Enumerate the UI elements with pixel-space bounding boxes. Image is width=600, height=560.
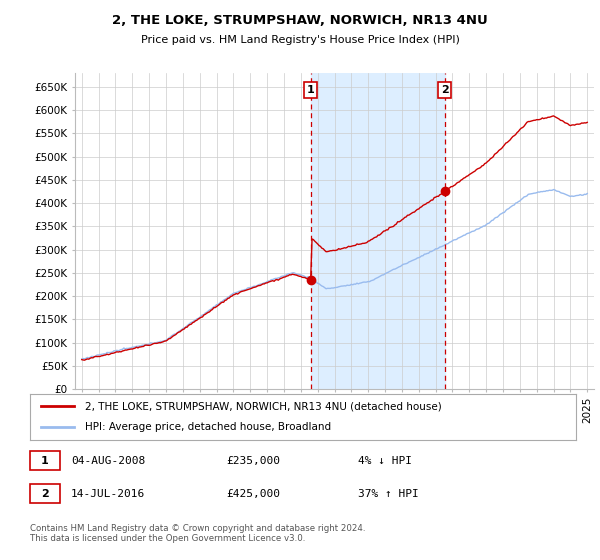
Text: 14-JUL-2016: 14-JUL-2016 [71,489,145,499]
Text: 2: 2 [41,489,49,499]
Bar [311,73,445,389]
Text: 2: 2 [440,85,448,95]
Text: £235,000: £235,000 [227,456,281,466]
Text: Contains HM Land Registry data © Crown copyright and database right 2024.
This d: Contains HM Land Registry data © Crown c… [30,524,365,543]
Text: Price paid vs. HM Land Registry's House Price Index (HPI): Price paid vs. HM Land Registry's House … [140,35,460,45]
FancyBboxPatch shape [30,451,60,470]
Text: HPI: Average price, detached house, Broadland: HPI: Average price, detached house, Broa… [85,422,331,432]
Text: 1: 1 [307,85,314,95]
FancyBboxPatch shape [30,484,60,503]
Text: 37% ↑ HPI: 37% ↑ HPI [358,489,418,499]
Text: 04-AUG-2008: 04-AUG-2008 [71,456,145,466]
Text: 1: 1 [41,456,49,466]
Text: 2, THE LOKE, STRUMPSHAW, NORWICH, NR13 4NU: 2, THE LOKE, STRUMPSHAW, NORWICH, NR13 4… [112,14,488,27]
Text: 4% ↓ HPI: 4% ↓ HPI [358,456,412,466]
Text: £425,000: £425,000 [227,489,281,499]
Text: 2, THE LOKE, STRUMPSHAW, NORWICH, NR13 4NU (detached house): 2, THE LOKE, STRUMPSHAW, NORWICH, NR13 4… [85,401,442,411]
